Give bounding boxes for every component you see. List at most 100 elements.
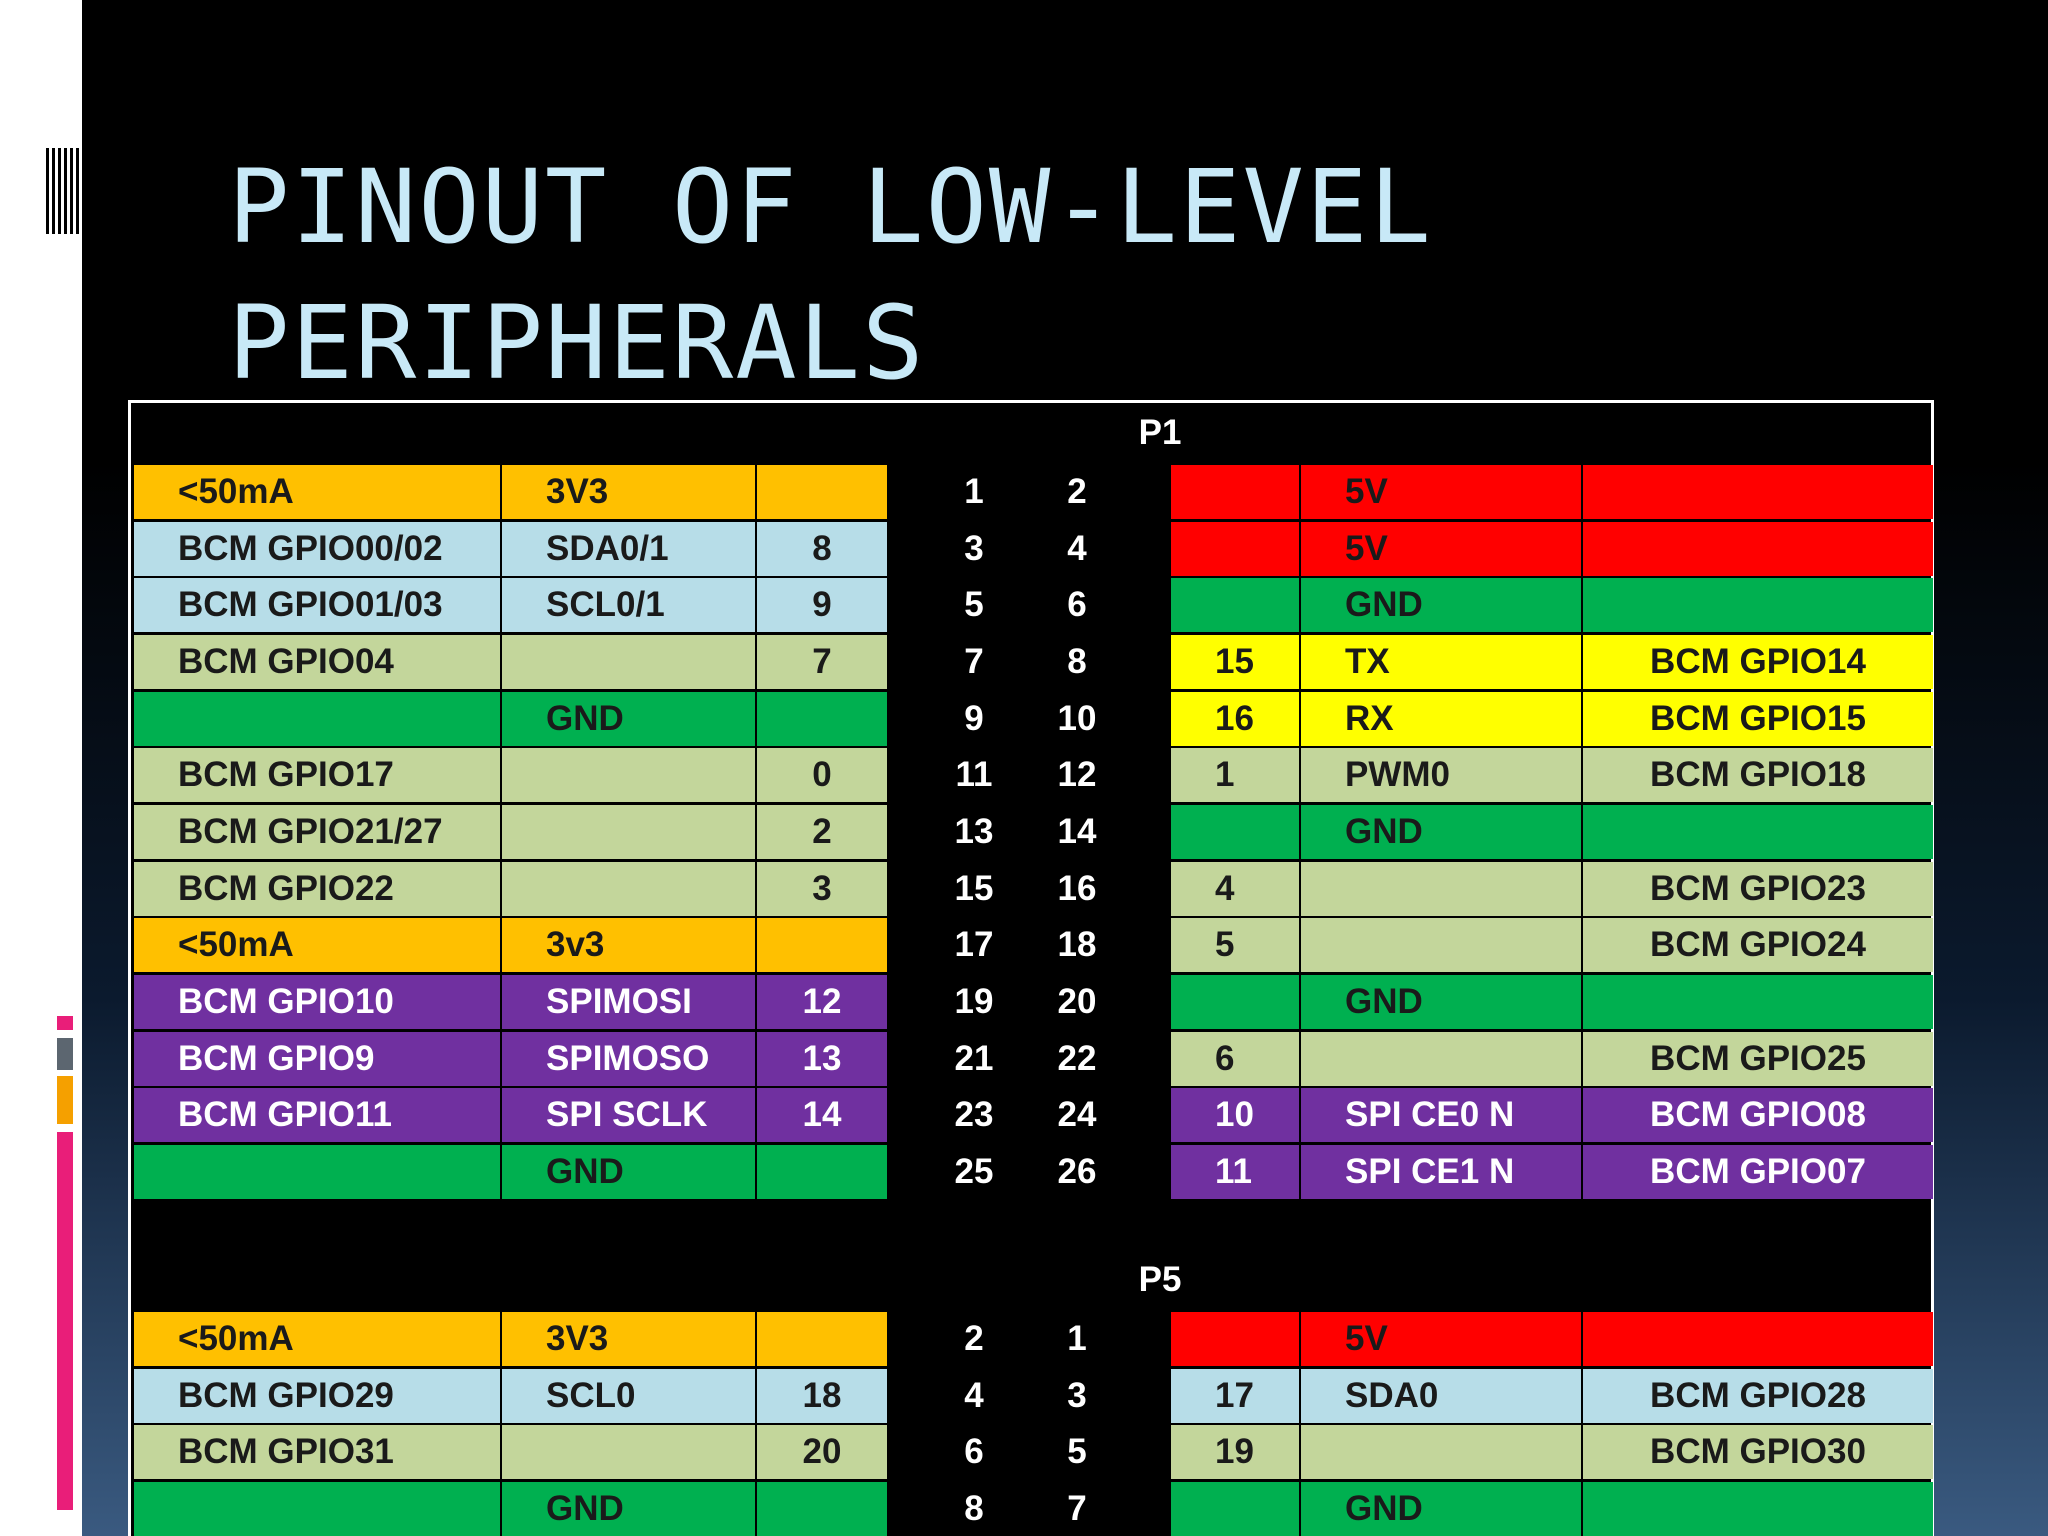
- p1-pin-number: 4: [1067, 529, 1087, 568]
- p1-right-cell: 4: [1171, 862, 1301, 916]
- p1-left-cell: 0: [757, 748, 887, 802]
- p1-pin-number: 14: [1057, 812, 1097, 851]
- p5-right-cell: [1583, 1312, 1933, 1366]
- p1-right-cell: [1583, 522, 1933, 576]
- p5-left-cell: SCL0: [502, 1369, 757, 1423]
- p1-right-cell: [1171, 578, 1301, 632]
- p1-right-cell: PWM0: [1301, 748, 1583, 802]
- p1-left-cell: BCM GPIO22: [134, 862, 502, 916]
- p1-row: <50mA 3v3 17 18 5 BCM GPIO24: [131, 918, 1933, 972]
- decor-line: [58, 148, 61, 234]
- p1-row: GND 25 26 11 SPI CE1 N BCM GPIO07: [131, 1145, 1933, 1199]
- p1-right-cell: BCM GPIO24: [1583, 918, 1933, 972]
- p5-pin-number: 3: [1067, 1376, 1087, 1415]
- p1-right-cell: 5: [1171, 918, 1301, 972]
- p5-header: P5: [1138, 1260, 1182, 1299]
- p1-left-cell: [502, 635, 757, 689]
- p1-right-cell: GND: [1301, 578, 1583, 632]
- p1-left-cell: 13: [757, 1032, 887, 1086]
- p1-left-cell: SCL0/1: [502, 578, 757, 632]
- p5-right-cell: [1171, 1482, 1301, 1536]
- p1-pin-number: 20: [1057, 982, 1097, 1021]
- p1-pin-number: 19: [954, 982, 994, 1021]
- p5-pin-number: 6: [964, 1432, 984, 1471]
- p1-right-cell: 5V: [1301, 522, 1583, 576]
- p1-right-cell: 16: [1171, 692, 1301, 746]
- p1-right-cell: 1: [1171, 748, 1301, 802]
- p1-right-cell: [1301, 1032, 1583, 1086]
- slide-title: PINOUT OF LOW-LEVEL PERIPHERALS: [228, 140, 1828, 412]
- p5-right-cell: BCM GPIO30: [1583, 1425, 1933, 1479]
- p1-row: BCM GPIO04 7 7 8 15 TX BCM GPIO14: [131, 635, 1933, 689]
- p1-left-cell: BCM GPIO21/27: [134, 805, 502, 859]
- p5-left-cell: GND: [502, 1482, 757, 1536]
- p1-pin-number: 23: [954, 1095, 994, 1134]
- p1-left-cell: GND: [502, 692, 757, 746]
- p1-pin-number: 18: [1057, 925, 1097, 964]
- p5-left-cell: 20: [757, 1425, 887, 1479]
- p5-pin-number: 4: [964, 1376, 984, 1415]
- p5-right-cell: 19: [1171, 1425, 1301, 1479]
- title-line-2: PERIPHERALS: [228, 284, 926, 403]
- p5-left-cell: 18: [757, 1369, 887, 1423]
- p1-left-cell: 8: [757, 522, 887, 576]
- p5-left-cell: [757, 1312, 887, 1366]
- p1-right-cell: RX: [1301, 692, 1583, 746]
- p1-pin-number: 6: [1067, 585, 1087, 624]
- accent-orange: [57, 1076, 73, 1124]
- p5-pin-number: 7: [1067, 1489, 1087, 1528]
- p1-pin-number: 5: [964, 585, 984, 624]
- p5-pin-number: 1: [1067, 1319, 1087, 1358]
- p1-pin-number: 25: [954, 1152, 994, 1191]
- p1-pin-number: 16: [1057, 869, 1097, 908]
- p1-row: BCM GPIO9 SPIMOSO 13 21 22 6 BCM GPIO25: [131, 1032, 1933, 1086]
- p1-left-cell: 9: [757, 578, 887, 632]
- p1-right-cell: BCM GPIO15: [1583, 692, 1933, 746]
- p1-right-cell: 15: [1171, 635, 1301, 689]
- p5-left-cell: BCM GPIO29: [134, 1369, 502, 1423]
- p1-left-cell: 7: [757, 635, 887, 689]
- decor-line: [76, 148, 79, 234]
- pinout-table: P1 P5 <50mA 3V3 1 2 5V BCM GPIO00/02 SDA0/1 8 3 4…: [128, 400, 1934, 1536]
- p1-pin-number: 9: [964, 699, 984, 738]
- p1-left-cell: [502, 748, 757, 802]
- decor-line: [46, 148, 49, 234]
- p1-left-cell: [757, 465, 887, 519]
- p1-right-cell: [1301, 862, 1583, 916]
- p1-left-cell: BCM GPIO01/03: [134, 578, 502, 632]
- p1-pin-number: 12: [1057, 755, 1097, 794]
- p1-left-cell: <50mA: [134, 918, 502, 972]
- p1-pin-number: 11: [955, 755, 993, 794]
- p1-left-cell: SPIMOSO: [502, 1032, 757, 1086]
- p1-row: BCM GPIO01/03 SCL0/1 9 5 6 GND: [131, 578, 1933, 632]
- p1-right-cell: 10: [1171, 1088, 1301, 1142]
- p1-left-cell: 3v3: [502, 918, 757, 972]
- p1-row: BCM GPIO17 0 11 12 1 PWM0 BCM GPIO18: [131, 748, 1933, 802]
- p1-right-cell: TX: [1301, 635, 1583, 689]
- p1-row: BCM GPIO10 SPIMOSI 12 19 20 GND: [131, 975, 1933, 1029]
- p1-right-cell: [1583, 465, 1933, 519]
- p1-header: P1: [1138, 413, 1182, 452]
- accent-gray: [57, 1038, 73, 1070]
- p5-left-cell: BCM GPIO31: [134, 1425, 502, 1479]
- p1-right-cell: [1171, 975, 1301, 1029]
- p1-left-cell: BCM GPIO10: [134, 975, 502, 1029]
- p5-pin-number: 5: [1067, 1432, 1087, 1471]
- p1-left-cell: BCM GPIO17: [134, 748, 502, 802]
- p1-left-cell: [757, 692, 887, 746]
- p1-right-cell: 5V: [1301, 465, 1583, 519]
- p1-left-cell: 3: [757, 862, 887, 916]
- p1-pin-number: 8: [1067, 642, 1087, 681]
- title-line-1: PINOUT OF LOW-LEVEL: [228, 148, 1433, 267]
- p1-left-cell: BCM GPIO04: [134, 635, 502, 689]
- p5-right-cell: [1583, 1482, 1933, 1536]
- p1-row: GND 9 10 16 RX BCM GPIO15: [131, 692, 1933, 746]
- decor-line: [52, 148, 55, 234]
- p1-left-cell: BCM GPIO00/02: [134, 522, 502, 576]
- p1-pin-number: 26: [1057, 1152, 1097, 1191]
- p1-pin-number: 10: [1057, 699, 1097, 738]
- p1-left-cell: GND: [502, 1145, 757, 1199]
- p5-left-cell: 3V3: [502, 1312, 757, 1366]
- p5-right-cell: SDA0: [1301, 1369, 1583, 1423]
- p1-row: BCM GPIO11 SPI SCLK 14 23 24 10 SPI CE0 N BCM G…: [131, 1088, 1933, 1142]
